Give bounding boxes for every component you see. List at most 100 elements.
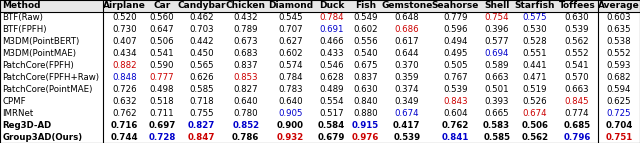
Text: 0.489: 0.489 (319, 85, 344, 94)
Text: 0.827: 0.827 (234, 85, 258, 94)
Text: 0.590: 0.590 (150, 61, 174, 70)
Text: Average: Average (598, 1, 640, 10)
Text: 0.546: 0.546 (319, 61, 344, 70)
Text: 0.630: 0.630 (353, 85, 378, 94)
Text: 0.845: 0.845 (564, 97, 589, 106)
Text: 0.784: 0.784 (319, 13, 344, 22)
Text: Chicken: Chicken (226, 1, 266, 10)
Text: 0.471: 0.471 (522, 73, 547, 82)
Text: 0.777: 0.777 (150, 73, 174, 82)
Text: Candybar: Candybar (177, 1, 226, 10)
Text: 0.762: 0.762 (442, 121, 469, 130)
Text: 0.663: 0.663 (484, 73, 509, 82)
Text: 0.462: 0.462 (189, 13, 214, 22)
Text: 0.647: 0.647 (150, 25, 174, 34)
Text: 0.754: 0.754 (484, 13, 509, 22)
Text: Method: Method (3, 1, 41, 10)
Text: 0.625: 0.625 (607, 97, 631, 106)
Text: 0.665: 0.665 (484, 109, 509, 118)
Text: 0.450: 0.450 (189, 49, 214, 58)
Text: 0.552: 0.552 (607, 49, 631, 58)
Text: 0.393: 0.393 (484, 97, 509, 106)
Text: 0.495: 0.495 (444, 49, 468, 58)
Text: 0.694: 0.694 (484, 49, 509, 58)
Text: Shell: Shell (484, 1, 509, 10)
Text: Diamond: Diamond (268, 1, 313, 10)
Text: 0.517: 0.517 (319, 109, 344, 118)
Text: 0.755: 0.755 (189, 109, 214, 118)
Text: 0.673: 0.673 (234, 37, 258, 46)
Text: IMRNet: IMRNet (3, 109, 34, 118)
Text: 0.577: 0.577 (484, 37, 509, 46)
Text: 0.767: 0.767 (443, 73, 468, 82)
Text: 0.679: 0.679 (317, 133, 345, 142)
Text: 0.779: 0.779 (444, 13, 468, 22)
Text: 0.837: 0.837 (234, 61, 258, 70)
Text: 0.827: 0.827 (188, 121, 215, 130)
Text: 0.848: 0.848 (112, 73, 137, 82)
Text: 0.549: 0.549 (353, 13, 378, 22)
Text: 0.539: 0.539 (564, 25, 589, 34)
Text: 0.840: 0.840 (353, 97, 378, 106)
Text: BTF(Raw): BTF(Raw) (3, 13, 44, 22)
Text: BTF(FPFH): BTF(FPFH) (3, 25, 47, 34)
Text: 0.683: 0.683 (234, 49, 258, 58)
Text: 0.704: 0.704 (605, 121, 633, 130)
Text: 0.575: 0.575 (522, 13, 547, 22)
Text: 0.674: 0.674 (522, 109, 547, 118)
Text: 0.685: 0.685 (563, 121, 591, 130)
Text: 0.506: 0.506 (522, 121, 548, 130)
Text: 0.648: 0.648 (394, 13, 419, 22)
Bar (0, 48, 640, 60)
Text: 0.703: 0.703 (189, 25, 214, 34)
Text: 0.589: 0.589 (484, 61, 509, 70)
Text: 0.494: 0.494 (444, 37, 468, 46)
Bar (0, 95, 640, 107)
Text: 0.744: 0.744 (111, 133, 138, 142)
Text: 0.796: 0.796 (563, 133, 591, 142)
Bar (0, 107, 640, 119)
Text: Airplane: Airplane (103, 1, 146, 10)
Text: 0.434: 0.434 (112, 49, 137, 58)
Text: 0.545: 0.545 (278, 13, 303, 22)
Text: 0.675: 0.675 (353, 61, 378, 70)
Text: 0.843: 0.843 (443, 97, 468, 106)
Text: 0.853: 0.853 (234, 73, 258, 82)
Bar (0, 60, 640, 72)
Text: 0.711: 0.711 (150, 109, 174, 118)
Text: PatchCore(FPFH+Raw): PatchCore(FPFH+Raw) (3, 73, 100, 82)
Text: 0.900: 0.900 (276, 121, 304, 130)
Text: 0.528: 0.528 (522, 37, 547, 46)
Text: 0.538: 0.538 (607, 37, 631, 46)
Text: 0.551: 0.551 (522, 49, 547, 58)
Text: 0.847: 0.847 (188, 133, 216, 142)
Text: 0.501: 0.501 (484, 85, 509, 94)
Text: 0.682: 0.682 (607, 73, 631, 82)
Text: 0.442: 0.442 (189, 37, 214, 46)
Text: 0.852: 0.852 (232, 121, 259, 130)
Text: 0.562: 0.562 (521, 133, 548, 142)
Text: 0.628: 0.628 (319, 73, 344, 82)
Text: 0.604: 0.604 (443, 109, 468, 118)
Text: 0.433: 0.433 (319, 49, 344, 58)
Text: 0.626: 0.626 (189, 73, 214, 82)
Text: Toffees: Toffees (559, 1, 595, 10)
Text: 0.882: 0.882 (112, 61, 137, 70)
Text: Gemstone: Gemstone (381, 1, 433, 10)
Text: 0.432: 0.432 (234, 13, 258, 22)
Text: 0.556: 0.556 (353, 37, 378, 46)
Text: 0.574: 0.574 (278, 61, 303, 70)
Text: 0.541: 0.541 (150, 49, 174, 58)
Text: 0.540: 0.540 (353, 49, 378, 58)
Text: PatchCore(FPFH): PatchCore(FPFH) (3, 61, 74, 70)
Text: 0.762: 0.762 (112, 109, 137, 118)
Text: 0.707: 0.707 (278, 25, 303, 34)
Text: 0.519: 0.519 (523, 85, 547, 94)
Bar (0, 83, 640, 95)
Text: 0.417: 0.417 (393, 121, 420, 130)
Text: 0.603: 0.603 (607, 13, 631, 22)
Text: 0.674: 0.674 (394, 109, 419, 118)
Text: 0.691: 0.691 (319, 25, 344, 34)
Bar (0, 119, 640, 131)
Bar (0, 72, 640, 83)
